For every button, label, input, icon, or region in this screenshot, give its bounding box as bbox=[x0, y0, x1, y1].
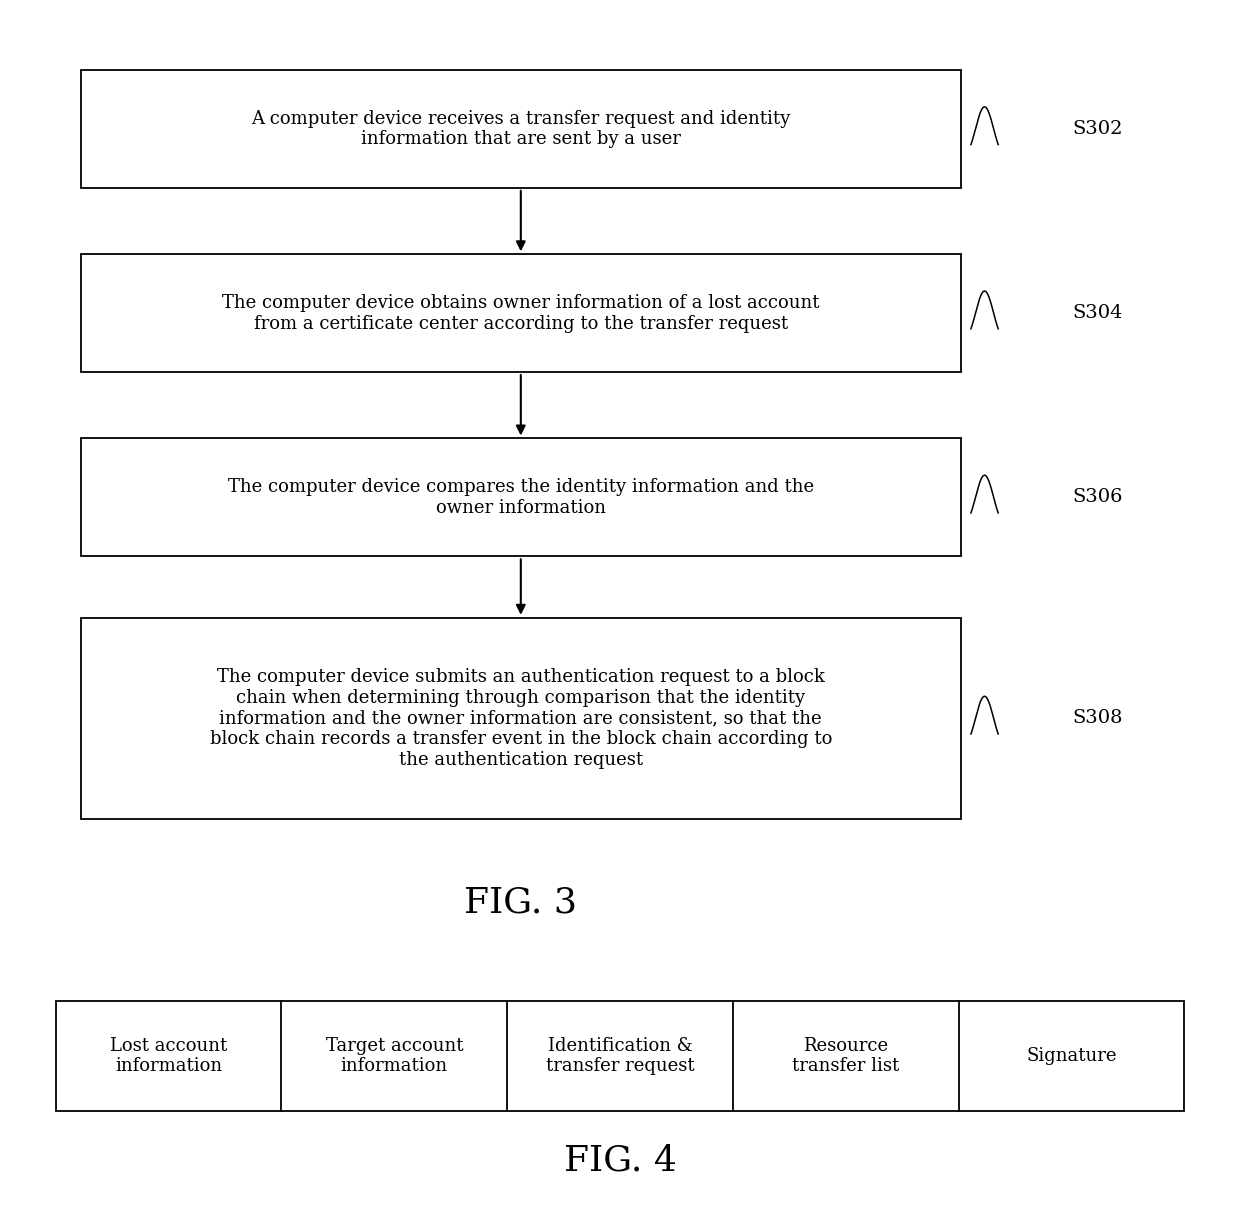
Text: A computer device receives a transfer request and identity
information that are : A computer device receives a transfer re… bbox=[252, 109, 790, 149]
Text: The computer device obtains owner information of a lost account
from a certifica: The computer device obtains owner inform… bbox=[222, 293, 820, 333]
Bar bbox=[81, 438, 961, 556]
Text: Target account
information: Target account information bbox=[326, 1036, 463, 1076]
Text: Signature: Signature bbox=[1027, 1047, 1116, 1065]
Bar bbox=[56, 1001, 1184, 1111]
Text: FIG. 4: FIG. 4 bbox=[563, 1143, 677, 1178]
Bar bbox=[81, 254, 961, 372]
Text: Resource
transfer list: Resource transfer list bbox=[792, 1036, 899, 1076]
Text: The computer device submits an authentication request to a block
chain when dete: The computer device submits an authentic… bbox=[210, 668, 832, 769]
Bar bbox=[81, 70, 961, 188]
Text: S304: S304 bbox=[1073, 305, 1123, 322]
Text: S306: S306 bbox=[1073, 489, 1123, 506]
Text: Identification &
transfer request: Identification & transfer request bbox=[546, 1036, 694, 1076]
Text: S308: S308 bbox=[1073, 710, 1123, 727]
Text: Lost account
information: Lost account information bbox=[110, 1036, 227, 1076]
Text: The computer device compares the identity information and the
owner information: The computer device compares the identit… bbox=[228, 478, 813, 517]
Text: S302: S302 bbox=[1073, 120, 1123, 138]
Bar bbox=[81, 618, 961, 819]
Text: FIG. 3: FIG. 3 bbox=[464, 885, 578, 920]
